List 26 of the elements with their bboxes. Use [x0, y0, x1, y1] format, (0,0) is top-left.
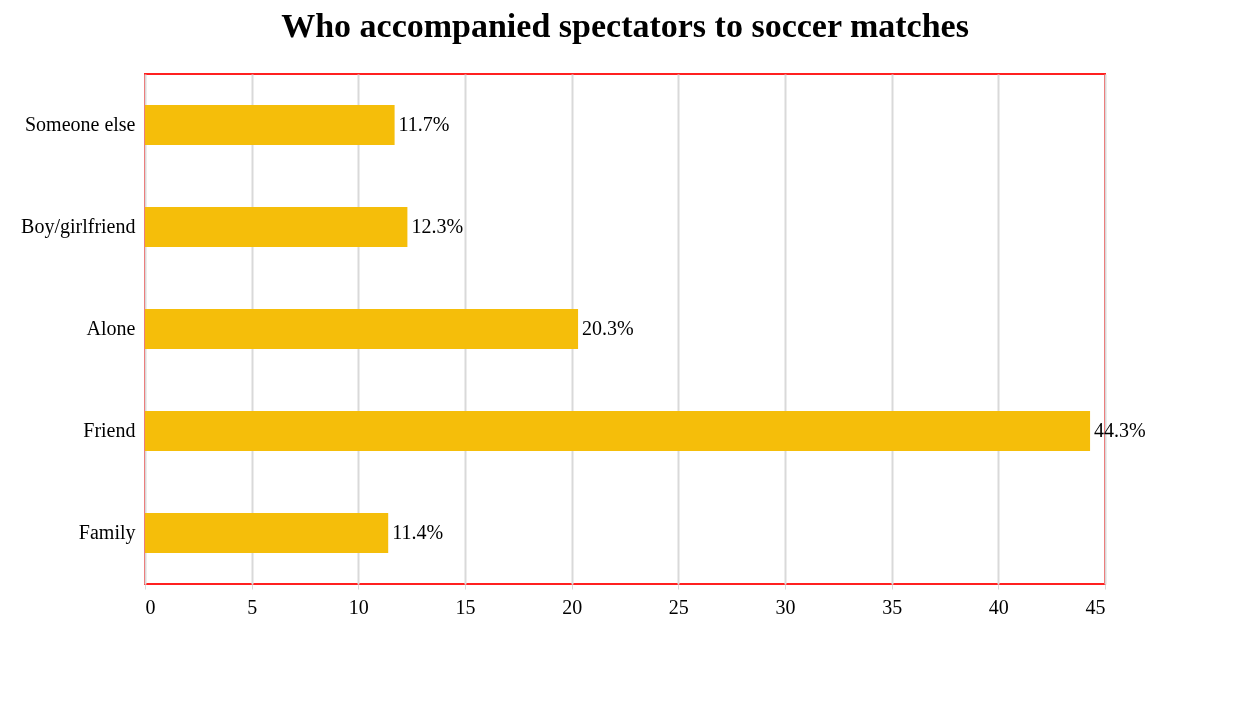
x-tick-label: 15 [455, 595, 476, 618]
chart-title: Who accompanied spectators to soccer matches [281, 7, 969, 44]
data-label: 11.7% [398, 113, 450, 135]
x-tick-label: 35 [882, 595, 903, 618]
data-label: 20.3% [582, 317, 634, 339]
x-tick-label: 20 [562, 595, 583, 618]
y-tick-label: Family [78, 521, 136, 544]
y-tick-label: Boy/girlfriend [21, 215, 136, 238]
y-tick-label: Someone else [24, 113, 136, 135]
data-label: 11.4% [392, 521, 444, 543]
bar [145, 105, 395, 145]
x-tick-label: 30 [775, 595, 796, 618]
data-label: 12.3% [411, 215, 464, 237]
y-tick-label: Alone [86, 317, 136, 339]
x-tick-label: 40 [988, 595, 1009, 618]
x-tick-label: 0 [145, 595, 156, 618]
bar [145, 411, 1091, 451]
bar [145, 513, 389, 553]
x-tick-label: 10 [348, 595, 369, 618]
x-tick-label: 5 [247, 595, 258, 618]
bar [145, 207, 408, 247]
bar [145, 309, 579, 349]
x-tick-label: 45 [1085, 595, 1106, 618]
data-label: 44.3% [1094, 419, 1146, 441]
x-tick-label: 25 [668, 595, 689, 618]
y-tick-label: Friend [83, 419, 136, 441]
